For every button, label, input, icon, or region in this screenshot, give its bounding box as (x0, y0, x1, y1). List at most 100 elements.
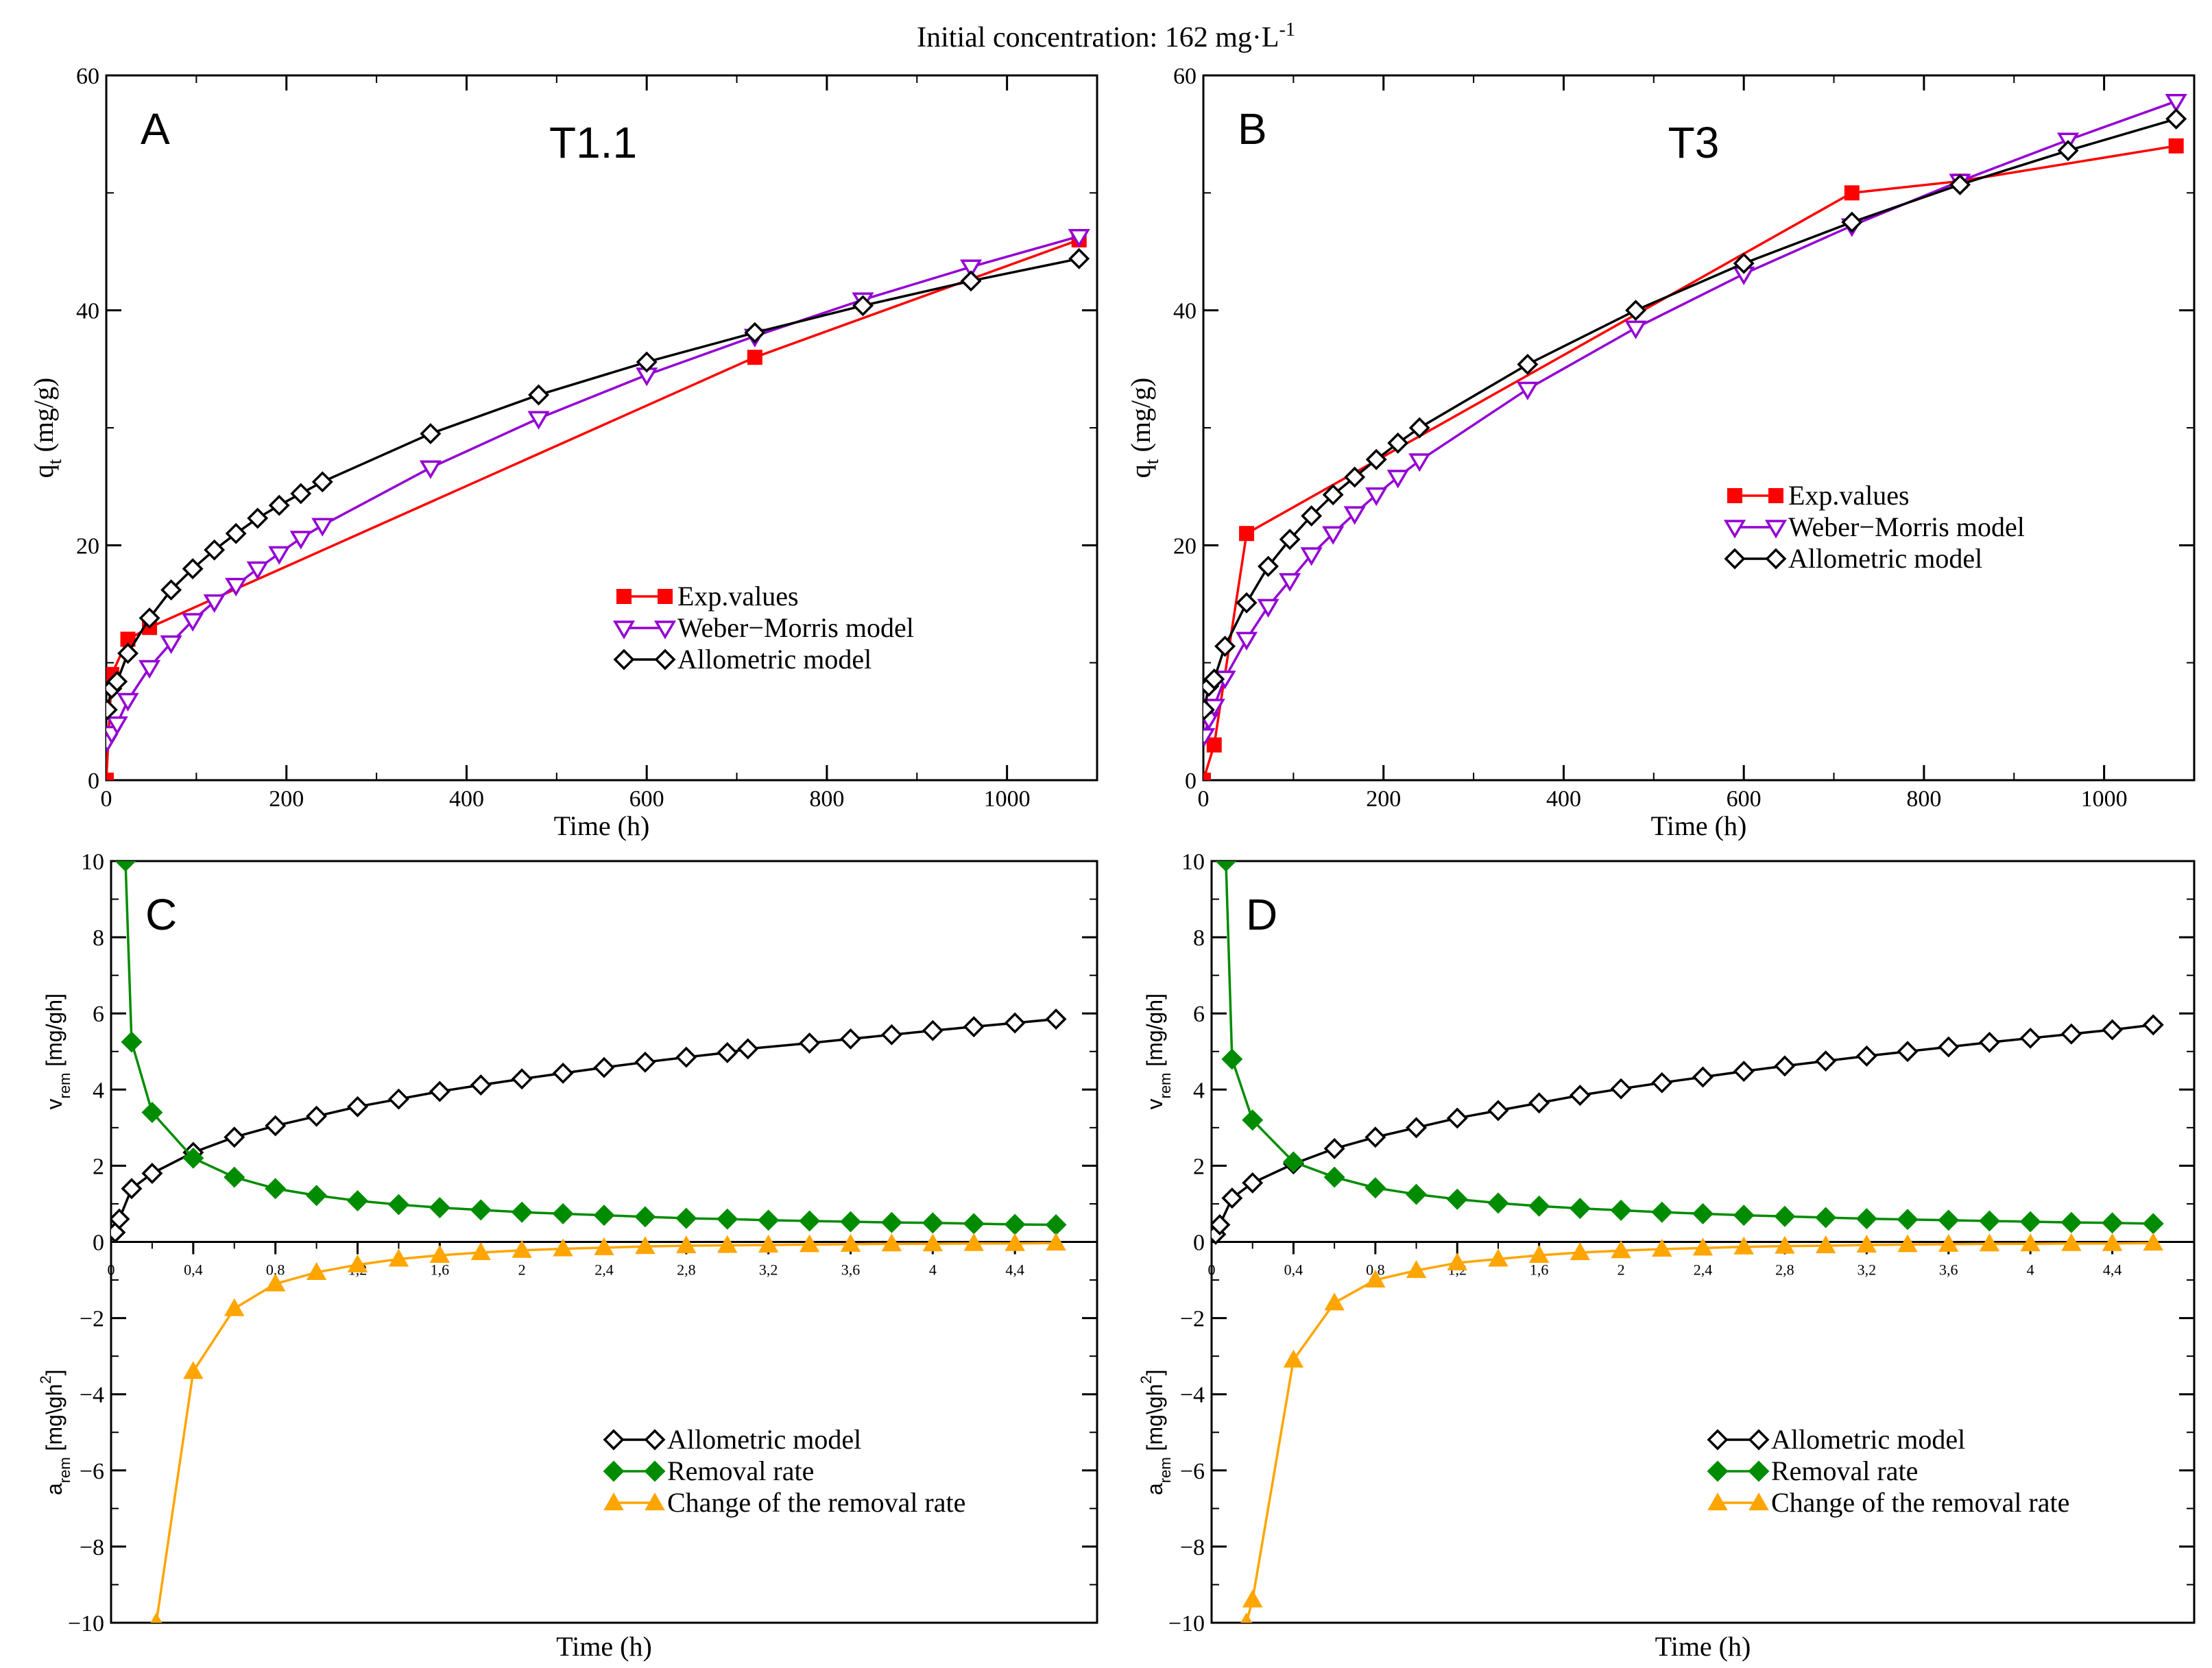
label-sub: rem (1157, 1073, 1174, 1099)
plot-frame (1202, 74, 2196, 782)
x-tick-label: 0 (101, 786, 112, 812)
series-allometric-model-point (880, 1024, 902, 1045)
series-change-of-the-removal-rate-point (1488, 1248, 1508, 1267)
series-change-of-the-removal-rate-point (922, 1233, 943, 1252)
series-allometric-model-point (290, 483, 312, 505)
x-tick-label: 3,6 (841, 1261, 861, 1279)
series-allometric-model-point (141, 1163, 163, 1184)
series-exp-values-line (106, 239, 1080, 780)
y-tick-label: −6 (80, 1459, 104, 1484)
series-weber-morris-model-point (527, 411, 550, 430)
legend-change-of-the-removal-rate-marker (1707, 1492, 1728, 1510)
series-allometric-model-point (429, 1080, 450, 1102)
series-allometric-model-point (1408, 417, 1430, 439)
series-allometric-model-point (1815, 1050, 1837, 1072)
series-allometric-model-point (1938, 1036, 1960, 1058)
series-change-of-the-removal-rate-point (1240, 1612, 1253, 1623)
series-allometric-model-point (387, 1088, 409, 1110)
series-change-of-the-removal-rate-point (2061, 1233, 2082, 1251)
x-tick-label: 0 (1198, 786, 1210, 812)
series-change-of-the-removal-rate-point (881, 1233, 902, 1252)
legend-change-of-the-removal-rate-label: Change of the removal rate (1771, 1487, 2069, 1518)
chart-panel-d: −10−8−6−4−2024681000,40,81,21,622,42,83,… (1138, 849, 2196, 1662)
x-tick-label: 400 (449, 786, 484, 812)
series-weber-morris-model-point (1068, 228, 1090, 248)
series-change-of-the-removal-rate-point (1979, 1233, 2000, 1252)
x-tick-label: 1000 (2081, 786, 2128, 812)
series-allometric-model-point (1214, 636, 1236, 657)
series-allometric-model-point (840, 1028, 861, 1050)
series-weber-morris-model-line (1203, 100, 2177, 736)
series-removal-rate-point (1978, 1210, 2000, 1232)
series-removal-rate-point (1446, 1188, 1468, 1210)
series-allometric-model-line (1203, 117, 2177, 710)
series-removal-rate-point (1897, 1209, 1919, 1231)
series-allometric-model-point (593, 1056, 615, 1078)
series-exp-values-point (2168, 138, 2184, 154)
series-allometric-model-line (114, 1017, 1057, 1233)
series-allometric-model-point (1365, 1126, 1386, 1148)
series-change-of-the-removal-rate-point (1692, 1237, 1714, 1256)
series-allometric-model-point (2060, 1023, 2082, 1045)
series-weber-morris-model-point (1300, 547, 1323, 566)
series-allometric-model-point (744, 322, 766, 343)
y-tick-label: 10 (1181, 849, 1205, 875)
legend-allometric-model-marker (1765, 548, 1787, 570)
series-change-of-the-removal-rate-point (183, 1361, 204, 1379)
series-removal-rate-point (1528, 1195, 1550, 1217)
y-tick-label: 2 (93, 1154, 104, 1179)
series-allometric-model-point (1517, 354, 1539, 375)
legend-removal-rate-label: Removal rate (1771, 1455, 1918, 1486)
series-change-of-the-removal-rate-point (306, 1261, 327, 1280)
series-change-of-the-removal-rate-point (676, 1235, 697, 1254)
series-allometric-model-point (470, 1074, 492, 1096)
series-removal-rate-point (799, 1210, 821, 1232)
series-removal-rate-point (182, 1147, 204, 1169)
series-change-of-the-removal-rate-point (265, 1273, 286, 1292)
series-weber-morris-model-point (1235, 631, 1258, 651)
series-removal-rate-point (2102, 1212, 2124, 1234)
x-tick-label: 800 (809, 786, 844, 812)
series-allometric-model-point (1949, 173, 1971, 195)
series-exp-values-point (1203, 773, 1211, 780)
series-removal-rate-point (1045, 1214, 1067, 1235)
x-tick-label: 0 (1208, 1261, 1216, 1279)
series-allometric-model-point (347, 1096, 368, 1117)
series-allometric-model-point (420, 423, 442, 445)
series-weber-morris-model-point (1365, 487, 1388, 507)
series-change-of-the-removal-rate-point (1324, 1292, 1345, 1311)
series-allometric-model-point (552, 1062, 574, 1084)
panel-title: T1.1 (549, 118, 637, 167)
series-allometric-model-point (1365, 448, 1387, 470)
series-weber-morris-model-point (246, 561, 269, 581)
series-change-of-the-removal-rate-point (1897, 1234, 1918, 1253)
series-allometric-model-point (1301, 505, 1323, 527)
series-removal-rate-point (2142, 1213, 2164, 1235)
label-end: ] (42, 1369, 67, 1375)
series-allometric-model-point (1446, 1107, 1468, 1129)
series-allometric-model-point (1625, 300, 1647, 322)
series-change-of-the-removal-rate-point (512, 1240, 532, 1258)
series-weber-morris-model-point (225, 577, 248, 597)
x-tick-label: 4 (929, 1261, 937, 1279)
series-allometric-model-point (511, 1068, 533, 1090)
series-change-of-the-removal-rate-point (1447, 1253, 1467, 1271)
series-allometric-model-point (675, 1046, 697, 1068)
series-removal-rate-point (963, 1213, 985, 1235)
series-allometric-model-point (106, 670, 128, 692)
series-change-of-the-removal-rate-point (1611, 1240, 1631, 1259)
series-allometric-model-point (1068, 247, 1090, 269)
x-tick-label: 600 (629, 786, 664, 812)
series-weber-morris-model-point (1386, 470, 1409, 489)
series-removal-rate-point (2060, 1211, 2082, 1233)
series-removal-rate-point (347, 1190, 368, 1211)
series-allometric-model-point (311, 471, 333, 493)
series-removal-rate-point (552, 1202, 574, 1224)
series-allometric-model-line (1214, 1024, 2154, 1235)
series-removal-rate-point (1365, 1177, 1386, 1199)
series-removal-rate-point (470, 1199, 492, 1221)
series-allometric-model-point (1004, 1012, 1026, 1034)
